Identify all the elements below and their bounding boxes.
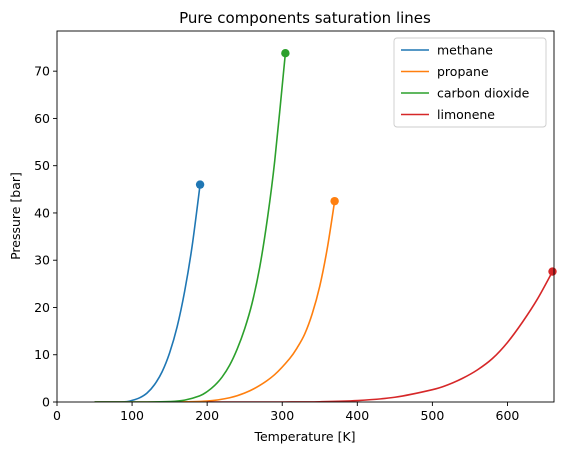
y-tick-label: 30	[34, 253, 50, 268]
x-tick-label: 0	[53, 408, 61, 423]
legend: methane propane carbon dioxide limonene	[393, 37, 547, 128]
x-tick-label: 400	[345, 408, 369, 423]
legend-box	[393, 37, 547, 128]
series-line-limonene	[207, 271, 554, 402]
x-tick-label: 500	[420, 408, 444, 423]
critical-point-carbon-dioxide	[281, 49, 290, 58]
chart-title: Pure components saturation lines	[179, 9, 431, 27]
x-axis-label: Temperature [K]	[253, 429, 355, 444]
series-line-propane	[94, 201, 336, 402]
y-tick-label: 10	[34, 347, 50, 362]
y-tick-label: 70	[34, 64, 50, 79]
x-tick-label: 300	[270, 408, 294, 423]
y-axis-label: Pressure [bar]	[8, 172, 23, 260]
plot-area-frame	[56, 30, 555, 403]
series-line-methane	[94, 184, 201, 402]
legend-label-methane: methane	[437, 43, 493, 58]
critical-point-limonene	[548, 267, 557, 276]
y-tick-label: 20	[34, 300, 50, 315]
legend-label-carbon-dioxide: carbon dioxide	[437, 86, 530, 101]
series-line-carbon-dioxide	[94, 53, 287, 402]
x-tick-label: 100	[120, 408, 144, 423]
critical-point-propane	[330, 196, 339, 206]
y-tick-label: 0	[42, 395, 50, 410]
x-tick-label: 200	[195, 408, 219, 423]
y-tick-label: 40	[34, 205, 50, 220]
y-tick-label: 60	[34, 111, 50, 126]
x-tick-label: 600	[496, 408, 520, 423]
y-tick-label: 50	[34, 158, 50, 173]
legend-label-limonene: limonene	[437, 107, 495, 122]
legend-label-propane: propane	[437, 64, 489, 79]
critical-point-methane	[195, 180, 205, 189]
